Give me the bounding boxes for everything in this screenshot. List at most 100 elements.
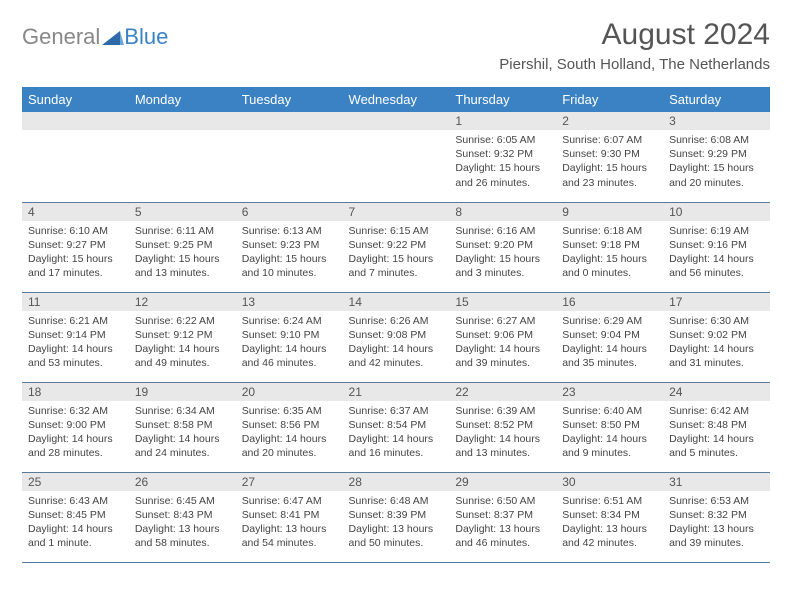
day-detail-line: Sunset: 9:22 PM — [349, 238, 444, 252]
day-detail-line: and 54 minutes. — [242, 536, 337, 550]
calendar-day-cell: 8Sunrise: 6:16 AMSunset: 9:20 PMDaylight… — [449, 202, 556, 292]
day-number: 25 — [22, 473, 129, 491]
calendar-day-cell: 24Sunrise: 6:42 AMSunset: 8:48 PMDayligh… — [663, 382, 770, 472]
day-details: Sunrise: 6:21 AMSunset: 9:14 PMDaylight:… — [22, 311, 129, 377]
day-detail-line: and 53 minutes. — [28, 356, 123, 370]
day-detail-line: Daylight: 15 hours — [455, 161, 550, 175]
day-detail-line: Sunset: 8:52 PM — [455, 418, 550, 432]
day-detail-line: Sunset: 8:39 PM — [349, 508, 444, 522]
day-detail-line: Sunrise: 6:48 AM — [349, 494, 444, 508]
day-details: Sunrise: 6:07 AMSunset: 9:30 PMDaylight:… — [556, 130, 663, 196]
day-detail-line: Sunset: 9:10 PM — [242, 328, 337, 342]
calendar-week: 18Sunrise: 6:32 AMSunset: 9:00 PMDayligh… — [22, 382, 770, 472]
day-detail-line: Sunset: 9:08 PM — [349, 328, 444, 342]
day-detail-line: and 58 minutes. — [135, 536, 230, 550]
day-number: 14 — [343, 293, 450, 311]
month-title: August 2024 — [499, 18, 770, 52]
calendar-week: 25Sunrise: 6:43 AMSunset: 8:45 PMDayligh… — [22, 472, 770, 562]
day-details: Sunrise: 6:40 AMSunset: 8:50 PMDaylight:… — [556, 401, 663, 467]
day-number: 1 — [449, 112, 556, 130]
day-detail-line: Sunrise: 6:15 AM — [349, 224, 444, 238]
day-detail-line: Sunrise: 6:50 AM — [455, 494, 550, 508]
day-number: 6 — [236, 203, 343, 221]
calendar-table: SundayMondayTuesdayWednesdayThursdayFrid… — [22, 87, 770, 563]
day-detail-line: and 46 minutes. — [455, 536, 550, 550]
day-details: Sunrise: 6:47 AMSunset: 8:41 PMDaylight:… — [236, 491, 343, 557]
day-number: 11 — [22, 293, 129, 311]
day-detail-line: Sunrise: 6:27 AM — [455, 314, 550, 328]
day-detail-line: and 7 minutes. — [349, 266, 444, 280]
calendar-day-cell: 14Sunrise: 6:26 AMSunset: 9:08 PMDayligh… — [343, 292, 450, 382]
day-detail-line: Sunset: 9:06 PM — [455, 328, 550, 342]
day-detail-line: Sunrise: 6:30 AM — [669, 314, 764, 328]
column-header: Tuesday — [236, 87, 343, 112]
day-detail-line: Daylight: 15 hours — [28, 252, 123, 266]
day-detail-line: Sunrise: 6:24 AM — [242, 314, 337, 328]
day-number: 10 — [663, 203, 770, 221]
day-detail-line: Daylight: 15 hours — [349, 252, 444, 266]
column-header: Saturday — [663, 87, 770, 112]
calendar-week: 11Sunrise: 6:21 AMSunset: 9:14 PMDayligh… — [22, 292, 770, 382]
day-detail-line: Sunset: 8:56 PM — [242, 418, 337, 432]
day-detail-line: Sunrise: 6:13 AM — [242, 224, 337, 238]
calendar-day-cell: 26Sunrise: 6:45 AMSunset: 8:43 PMDayligh… — [129, 472, 236, 562]
day-number: 21 — [343, 383, 450, 401]
calendar-week: 4Sunrise: 6:10 AMSunset: 9:27 PMDaylight… — [22, 202, 770, 292]
day-detail-line: Sunrise: 6:47 AM — [242, 494, 337, 508]
day-number: 27 — [236, 473, 343, 491]
day-number: 31 — [663, 473, 770, 491]
calendar-header-row: SundayMondayTuesdayWednesdayThursdayFrid… — [22, 87, 770, 112]
day-detail-line: Sunrise: 6:43 AM — [28, 494, 123, 508]
calendar-day-cell — [343, 112, 450, 202]
day-detail-line: Daylight: 13 hours — [669, 522, 764, 536]
day-detail-line: and 9 minutes. — [562, 446, 657, 460]
location: Piershil, South Holland, The Netherlands — [499, 56, 770, 73]
day-number: 24 — [663, 383, 770, 401]
day-detail-line: Sunset: 8:32 PM — [669, 508, 764, 522]
calendar-day-cell: 20Sunrise: 6:35 AMSunset: 8:56 PMDayligh… — [236, 382, 343, 472]
day-detail-line: Daylight: 14 hours — [135, 342, 230, 356]
day-details: Sunrise: 6:51 AMSunset: 8:34 PMDaylight:… — [556, 491, 663, 557]
day-detail-line: and 56 minutes. — [669, 266, 764, 280]
calendar-day-cell: 12Sunrise: 6:22 AMSunset: 9:12 PMDayligh… — [129, 292, 236, 382]
day-detail-line: Daylight: 15 hours — [455, 252, 550, 266]
day-details: Sunrise: 6:35 AMSunset: 8:56 PMDaylight:… — [236, 401, 343, 467]
day-detail-line: Sunrise: 6:45 AM — [135, 494, 230, 508]
logo-text-general: General — [22, 24, 100, 50]
day-detail-line: Sunset: 9:27 PM — [28, 238, 123, 252]
calendar-day-cell: 10Sunrise: 6:19 AMSunset: 9:16 PMDayligh… — [663, 202, 770, 292]
day-detail-line: Daylight: 15 hours — [562, 252, 657, 266]
day-detail-line: and 5 minutes. — [669, 446, 764, 460]
day-number: 23 — [556, 383, 663, 401]
calendar-day-cell: 16Sunrise: 6:29 AMSunset: 9:04 PMDayligh… — [556, 292, 663, 382]
day-detail-line: and 16 minutes. — [349, 446, 444, 460]
day-detail-line: Sunset: 8:48 PM — [669, 418, 764, 432]
calendar-day-cell — [236, 112, 343, 202]
day-detail-line: and 26 minutes. — [455, 176, 550, 190]
day-detail-line: and 31 minutes. — [669, 356, 764, 370]
day-details: Sunrise: 6:34 AMSunset: 8:58 PMDaylight:… — [129, 401, 236, 467]
day-details: Sunrise: 6:42 AMSunset: 8:48 PMDaylight:… — [663, 401, 770, 467]
day-detail-line: Daylight: 14 hours — [669, 342, 764, 356]
calendar-week: 1Sunrise: 6:05 AMSunset: 9:32 PMDaylight… — [22, 112, 770, 202]
logo: General Blue — [22, 24, 168, 50]
column-header: Thursday — [449, 87, 556, 112]
day-detail-line: Sunrise: 6:39 AM — [455, 404, 550, 418]
day-detail-line: Sunset: 9:14 PM — [28, 328, 123, 342]
day-number: 12 — [129, 293, 236, 311]
day-number: 26 — [129, 473, 236, 491]
day-detail-line: Sunset: 9:04 PM — [562, 328, 657, 342]
calendar-day-cell: 1Sunrise: 6:05 AMSunset: 9:32 PMDaylight… — [449, 112, 556, 202]
day-detail-line: Sunset: 8:50 PM — [562, 418, 657, 432]
title-block: August 2024 Piershil, South Holland, The… — [499, 18, 770, 73]
day-number: 13 — [236, 293, 343, 311]
day-detail-line: Sunrise: 6:10 AM — [28, 224, 123, 238]
column-header: Monday — [129, 87, 236, 112]
day-details: Sunrise: 6:15 AMSunset: 9:22 PMDaylight:… — [343, 221, 450, 287]
day-number: 22 — [449, 383, 556, 401]
day-detail-line: Sunset: 8:34 PM — [562, 508, 657, 522]
day-detail-line: Sunrise: 6:32 AM — [28, 404, 123, 418]
calendar-body: 1Sunrise: 6:05 AMSunset: 9:32 PMDaylight… — [22, 112, 770, 562]
day-number: 16 — [556, 293, 663, 311]
day-detail-line: Sunrise: 6:21 AM — [28, 314, 123, 328]
